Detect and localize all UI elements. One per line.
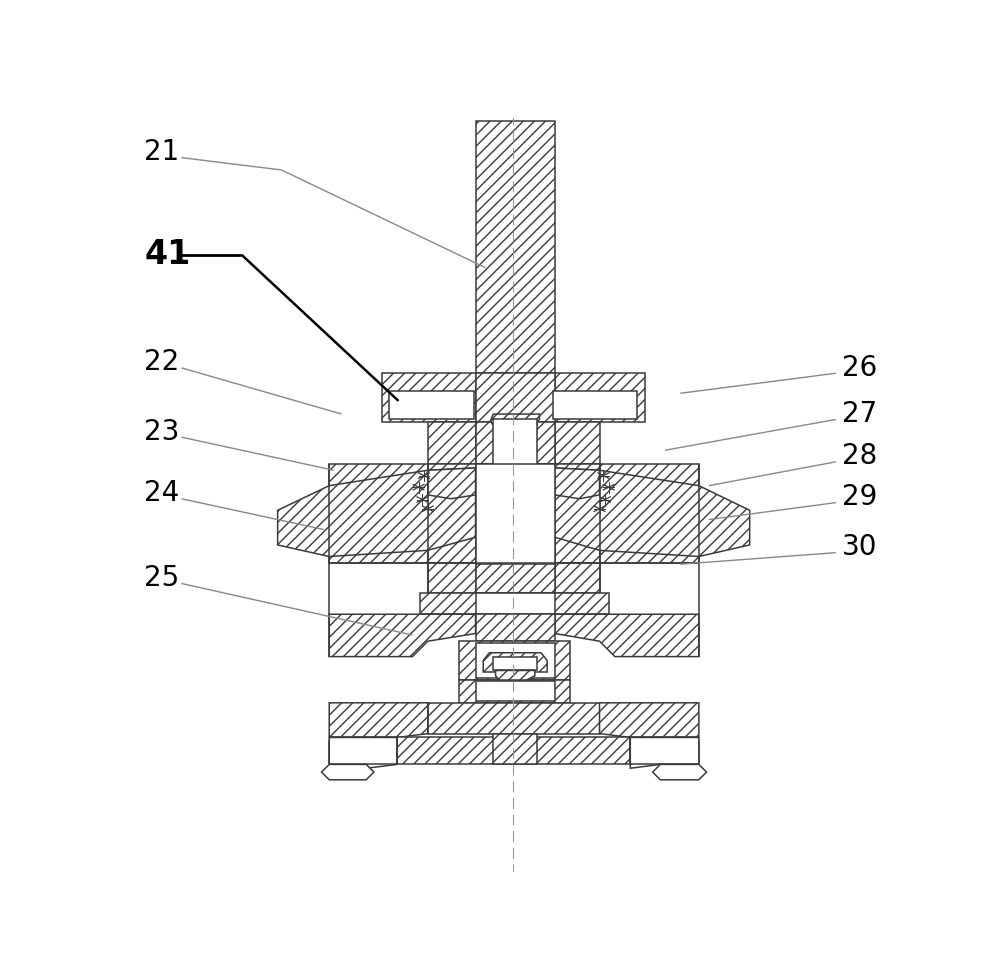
Polygon shape [329, 465, 428, 563]
Polygon shape [555, 373, 645, 421]
Polygon shape [555, 563, 600, 594]
Polygon shape [382, 373, 476, 421]
Polygon shape [329, 614, 476, 657]
Polygon shape [476, 563, 555, 594]
Polygon shape [389, 391, 474, 419]
Polygon shape [476, 594, 555, 614]
Polygon shape [555, 465, 600, 563]
Polygon shape [476, 421, 555, 465]
Polygon shape [322, 764, 374, 780]
Polygon shape [476, 465, 555, 564]
Polygon shape [600, 703, 699, 738]
Polygon shape [555, 468, 750, 557]
Polygon shape [329, 738, 397, 768]
Polygon shape [483, 653, 547, 672]
Text: 21: 21 [144, 138, 180, 167]
Polygon shape [555, 614, 699, 657]
Text: 25: 25 [144, 564, 180, 592]
Text: 23: 23 [144, 417, 180, 446]
Text: 24: 24 [144, 479, 180, 508]
Polygon shape [476, 614, 555, 641]
Polygon shape [428, 421, 476, 465]
Polygon shape [493, 734, 537, 764]
Polygon shape [476, 122, 555, 373]
Polygon shape [553, 391, 637, 419]
Polygon shape [476, 465, 555, 563]
Polygon shape [428, 703, 600, 734]
Text: 41: 41 [144, 238, 191, 271]
Polygon shape [630, 741, 699, 764]
Polygon shape [459, 680, 570, 703]
Polygon shape [329, 703, 428, 738]
Polygon shape [459, 641, 570, 680]
Polygon shape [555, 421, 600, 465]
Text: 30: 30 [842, 533, 878, 562]
Text: 22: 22 [144, 349, 180, 376]
Polygon shape [653, 764, 707, 780]
Polygon shape [630, 738, 699, 768]
Polygon shape [476, 373, 555, 421]
Polygon shape [493, 657, 537, 670]
Polygon shape [496, 670, 535, 684]
Polygon shape [476, 643, 555, 678]
Polygon shape [428, 468, 476, 499]
Polygon shape [600, 465, 699, 563]
Polygon shape [428, 563, 476, 594]
Polygon shape [428, 465, 476, 563]
Text: 28: 28 [842, 442, 877, 470]
Text: 27: 27 [842, 400, 877, 428]
Polygon shape [397, 738, 630, 764]
Polygon shape [420, 594, 609, 614]
Polygon shape [278, 468, 476, 557]
Polygon shape [476, 465, 555, 563]
Text: 29: 29 [842, 483, 877, 512]
Polygon shape [493, 419, 537, 563]
Polygon shape [555, 468, 600, 499]
Polygon shape [491, 414, 539, 425]
Polygon shape [476, 681, 555, 702]
Polygon shape [329, 741, 397, 764]
Text: 26: 26 [842, 354, 877, 382]
